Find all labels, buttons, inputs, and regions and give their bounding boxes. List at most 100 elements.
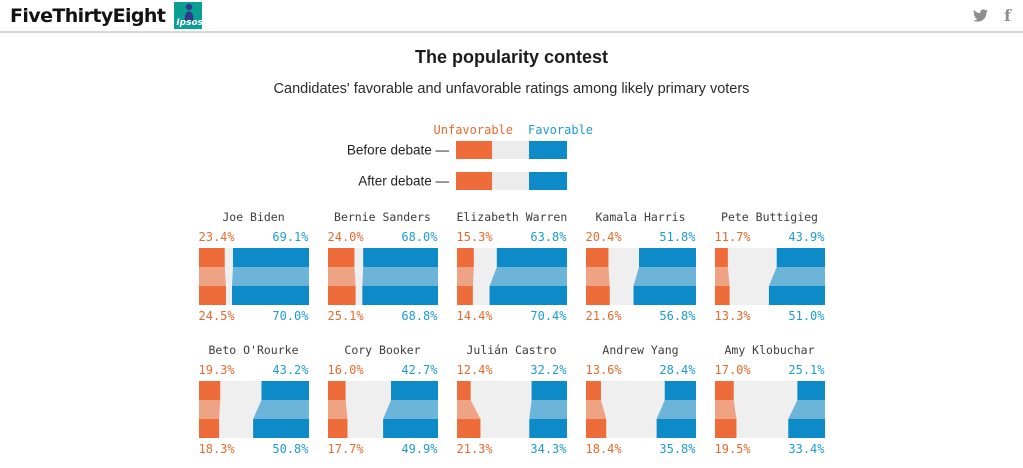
- after-values: 18.4% 35.8%: [585, 442, 696, 456]
- before-values: 19.3% 43.2%: [198, 363, 309, 377]
- favorability-slope-chart: [585, 381, 696, 438]
- after-favorable-value: 51.0%: [788, 309, 825, 323]
- before-favorable-value: 63.8%: [530, 230, 567, 244]
- candidate-name: Kamala Harris: [595, 210, 686, 224]
- legend-after-bar: [456, 172, 567, 190]
- before-unfavorable-value: 12.4%: [456, 363, 493, 377]
- after-favorable-value: 49.9%: [401, 442, 438, 456]
- before-favorable-value: 25.1%: [788, 363, 825, 377]
- favorability-slope-chart: [456, 381, 567, 438]
- after-favorable-value: 56.8%: [659, 309, 696, 323]
- candidate-chart: Cory Booker 16.0% 42.7% 17.7% 49.9%: [327, 343, 438, 456]
- before-values: 15.3% 63.8%: [456, 230, 567, 244]
- candidate-chart: Joe Biden 23.4% 69.1% 24.5% 70.0%: [198, 210, 309, 323]
- before-unfavorable-value: 15.3%: [456, 230, 493, 244]
- ipsos-figure-icon: [184, 3, 194, 21]
- after-favorable-value: 35.8%: [659, 442, 696, 456]
- candidate-chart: Julián Castro 12.4% 32.2% 21.3% 34.3%: [456, 343, 567, 456]
- after-unfavorable-value: 14.4%: [456, 309, 493, 323]
- facebook-icon[interactable]: f: [1004, 6, 1011, 25]
- twitter-icon[interactable]: [972, 8, 989, 23]
- candidate-chart: Amy Klobuchar 17.0% 25.1% 19.5% 33.4%: [714, 343, 825, 456]
- favorability-slope-chart: [198, 381, 309, 438]
- before-values: 23.4% 69.1%: [198, 230, 309, 244]
- legend-gap-swatch: [492, 141, 529, 159]
- favorability-slope-chart: [585, 248, 696, 305]
- legend-favorable-swatch: [529, 141, 567, 159]
- legend-category-labels: Unfavorable Favorable: [434, 123, 594, 140]
- candidate-chart: Pete Buttigieg 11.7% 43.9% 13.3% 51.0%: [714, 210, 825, 323]
- legend-favorable-swatch: [529, 172, 567, 190]
- after-values: 21.3% 34.3%: [456, 442, 567, 456]
- candidate-name: Cory Booker: [344, 343, 421, 357]
- legend-row-before: Before debate —: [347, 141, 567, 159]
- before-values: 11.7% 43.9%: [714, 230, 825, 244]
- candidate-chart: Andrew Yang 13.6% 28.4% 18.4% 35.8%: [585, 343, 696, 456]
- legend-unfavorable-label: Unfavorable: [433, 123, 513, 137]
- favorability-slope-chart: [714, 248, 825, 305]
- candidate-chart: Kamala Harris 20.4% 51.8% 21.6% 56.8%: [585, 210, 696, 323]
- before-values: 13.6% 28.4%: [585, 363, 696, 377]
- after-unfavorable-value: 18.3%: [198, 442, 235, 456]
- after-unfavorable-value: 18.4%: [585, 442, 622, 456]
- before-favorable-value: 42.7%: [401, 363, 438, 377]
- after-unfavorable-value: 24.5%: [198, 309, 235, 323]
- after-favorable-value: 70.4%: [530, 309, 567, 323]
- chart-legend: Unfavorable Favorable Before debate — Af…: [0, 123, 1023, 190]
- before-unfavorable-value: 23.4%: [198, 230, 235, 244]
- favorability-slope-chart: [327, 381, 438, 438]
- after-unfavorable-value: 13.3%: [714, 309, 751, 323]
- favorability-slope-chart: [714, 381, 825, 438]
- after-values: 25.1% 68.8%: [327, 309, 438, 323]
- after-favorable-value: 70.0%: [272, 309, 309, 323]
- legend-unfavorable-swatch: [456, 141, 492, 159]
- after-values: 19.5% 33.4%: [714, 442, 825, 456]
- before-values: 17.0% 25.1%: [714, 363, 825, 377]
- ipsos-logo[interactable]: Ipsos: [174, 2, 203, 29]
- before-favorable-value: 69.1%: [272, 230, 309, 244]
- charts-grid: Joe Biden 23.4% 69.1% 24.5% 70.0% Bernie Sand…: [198, 210, 825, 456]
- before-favorable-value: 28.4%: [659, 363, 696, 377]
- after-favorable-value: 68.8%: [401, 309, 438, 323]
- before-values: 20.4% 51.8%: [585, 230, 696, 244]
- before-unfavorable-value: 17.0%: [714, 363, 751, 377]
- after-favorable-value: 34.3%: [530, 442, 567, 456]
- candidate-name: Bernie Sanders: [334, 210, 431, 224]
- after-values: 21.6% 56.8%: [585, 309, 696, 323]
- legend-before-label: Before debate —: [346, 142, 449, 158]
- legend-before-bar: [456, 141, 567, 159]
- page-title: The popularity contest: [414, 47, 609, 67]
- candidate-name: Julián Castro: [466, 343, 557, 357]
- before-values: 16.0% 42.7%: [328, 363, 438, 377]
- after-unfavorable-value: 25.1%: [327, 309, 364, 323]
- candidate-name: Elizabeth Warren: [456, 210, 568, 224]
- candidate-chart: Bernie Sanders 24.0% 68.0% 25.1% 68.8%: [327, 210, 438, 323]
- after-values: 24.5% 70.0%: [198, 309, 309, 323]
- before-favorable-value: 43.2%: [272, 363, 309, 377]
- candidate-name: Beto O'Rourke: [208, 343, 299, 357]
- candidate-chart: Elizabeth Warren 15.3% 63.8% 14.4% 70.4%: [456, 210, 568, 323]
- after-unfavorable-value: 21.3%: [456, 442, 493, 456]
- after-values: 18.3% 50.8%: [198, 442, 309, 456]
- fivethirtyeight-logo[interactable]: FiveThirtyEight: [10, 4, 166, 27]
- after-unfavorable-value: 19.5%: [714, 442, 751, 456]
- site-header: FiveThirtyEight Ipsos f: [0, 0, 1023, 33]
- before-favorable-value: 68.0%: [401, 230, 438, 244]
- before-unfavorable-value: 19.3%: [198, 363, 235, 377]
- legend-gap-swatch: [492, 172, 529, 190]
- before-unfavorable-value: 11.7%: [714, 230, 751, 244]
- after-favorable-value: 50.8%: [272, 442, 309, 456]
- after-values: 17.7% 49.9%: [328, 442, 438, 456]
- ipsos-wordmark: Ipsos: [176, 18, 203, 28]
- before-unfavorable-value: 20.4%: [585, 230, 622, 244]
- favorability-slope-chart: [456, 248, 567, 305]
- candidate-name: Joe Biden: [222, 210, 285, 224]
- legend-unfavorable-swatch: [456, 172, 492, 190]
- before-favorable-value: 43.9%: [788, 230, 825, 244]
- candidate-name: Andrew Yang: [602, 343, 679, 357]
- before-favorable-value: 32.2%: [530, 363, 567, 377]
- before-unfavorable-value: 13.6%: [585, 363, 622, 377]
- before-values: 24.0% 68.0%: [327, 230, 438, 244]
- before-unfavorable-value: 24.0%: [327, 230, 364, 244]
- after-unfavorable-value: 21.6%: [585, 309, 622, 323]
